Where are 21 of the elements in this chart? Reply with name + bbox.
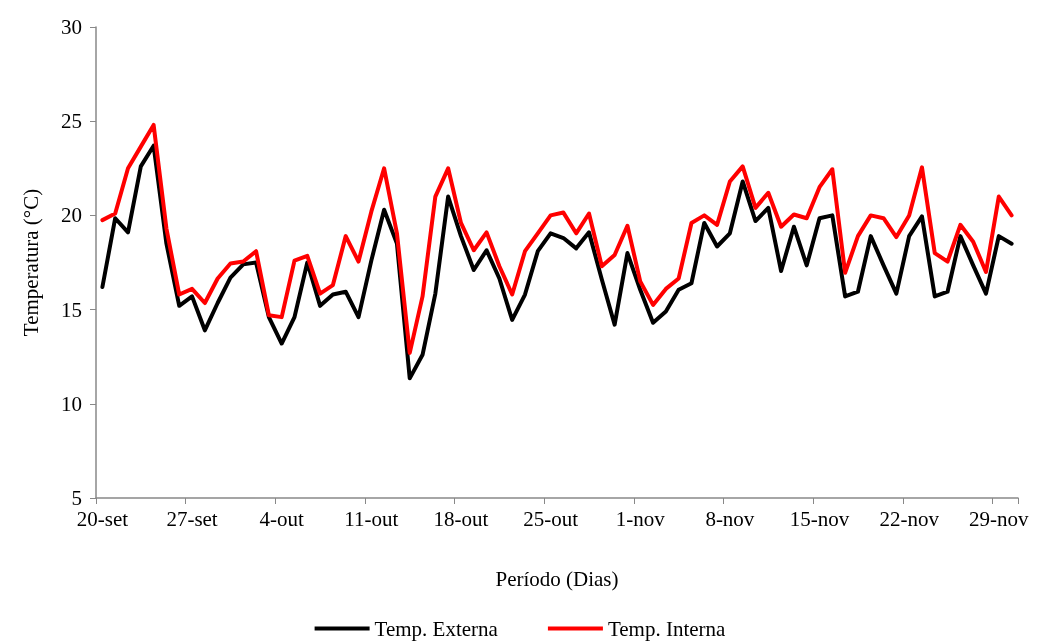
x-tick-label: 22-nov bbox=[879, 506, 940, 531]
x-tick-label: 25-out bbox=[523, 506, 579, 531]
y-tick-label: 20 bbox=[61, 203, 82, 228]
x-tick-label: 8-nov bbox=[705, 506, 755, 531]
x-tick-label: 15-nov bbox=[789, 506, 850, 531]
x-tick-label: 11-out bbox=[344, 506, 399, 531]
y-axis-title: Temperatura (°C) bbox=[18, 188, 43, 337]
line-series bbox=[100, 122, 1014, 355]
x-tick-label: 27-set bbox=[166, 506, 218, 531]
x-tick-label: 4-out bbox=[259, 506, 305, 531]
y-tick-label: 10 bbox=[61, 391, 82, 416]
y-tick-label: 25 bbox=[61, 109, 82, 134]
legend-label: Temp. Externa bbox=[374, 616, 499, 641]
line-series bbox=[100, 143, 1014, 381]
x-tick-label: 18-out bbox=[433, 506, 489, 531]
x-axis-title: Período (Dias) bbox=[495, 566, 619, 591]
y-tick-label: 30 bbox=[61, 15, 82, 39]
x-tick-label: 1-nov bbox=[615, 506, 666, 531]
legend-label: Temp. Interna bbox=[607, 616, 727, 641]
x-tick-label: 29-nov bbox=[969, 506, 1030, 531]
y-tick-label: 15 bbox=[61, 297, 82, 322]
